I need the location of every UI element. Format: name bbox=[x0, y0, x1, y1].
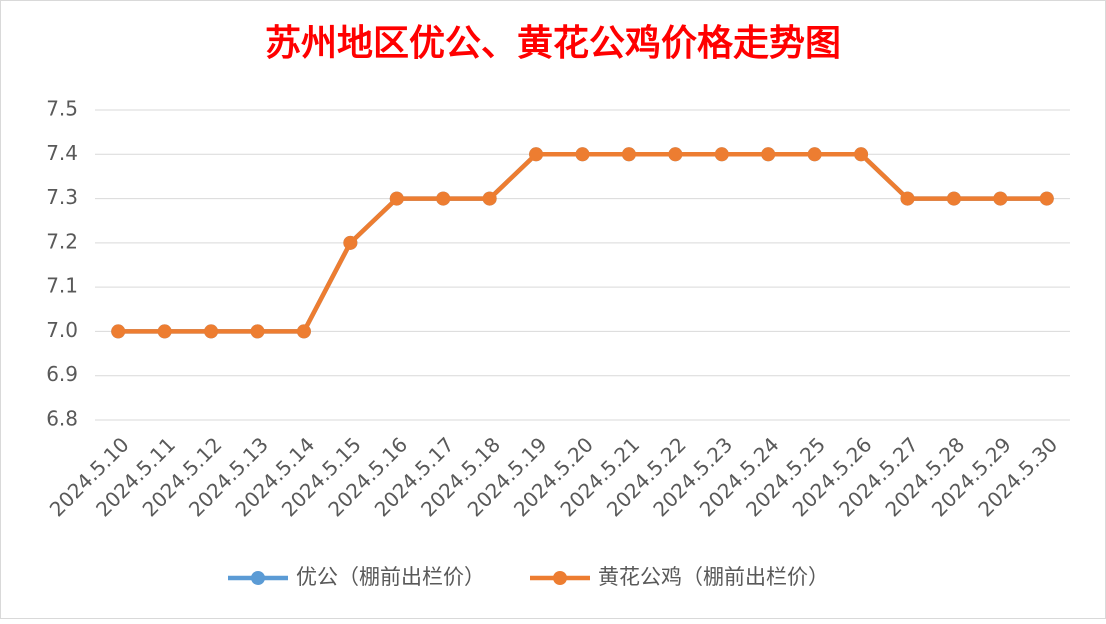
y-tick-label: 7.2 bbox=[46, 229, 78, 253]
data-point bbox=[946, 191, 961, 206]
data-point bbox=[993, 191, 1008, 206]
data-point bbox=[761, 147, 776, 162]
data-point bbox=[529, 147, 544, 162]
chart-title: 苏州地区优公、黄花公鸡价格走势图 bbox=[265, 22, 841, 64]
data-point bbox=[807, 147, 822, 162]
legend-marker bbox=[553, 571, 567, 585]
y-tick-label: 7.0 bbox=[46, 318, 78, 342]
data-point bbox=[1039, 191, 1054, 206]
legend-label: 优公（棚前出栏价） bbox=[296, 565, 485, 589]
data-point bbox=[389, 191, 404, 206]
data-point bbox=[436, 191, 451, 206]
data-point bbox=[296, 324, 311, 339]
data-point bbox=[621, 147, 636, 162]
data-point bbox=[204, 324, 219, 339]
data-point bbox=[900, 191, 915, 206]
data-point bbox=[111, 324, 126, 339]
data-point bbox=[343, 235, 358, 250]
legend-label: 黄花公鸡（棚前出栏价） bbox=[598, 565, 829, 589]
data-point bbox=[157, 324, 172, 339]
y-tick-label: 7.3 bbox=[46, 185, 78, 209]
y-tick-label: 7.1 bbox=[46, 274, 78, 298]
legend-marker bbox=[251, 571, 265, 585]
y-tick-label: 6.8 bbox=[46, 407, 78, 431]
y-tick-label: 7.5 bbox=[46, 97, 78, 121]
y-tick-label: 6.9 bbox=[46, 362, 78, 386]
data-point bbox=[714, 147, 729, 162]
data-point bbox=[575, 147, 590, 162]
data-point bbox=[250, 324, 265, 339]
y-tick-label: 7.4 bbox=[46, 141, 78, 165]
data-point bbox=[668, 147, 683, 162]
data-point bbox=[854, 147, 869, 162]
data-point bbox=[482, 191, 497, 206]
